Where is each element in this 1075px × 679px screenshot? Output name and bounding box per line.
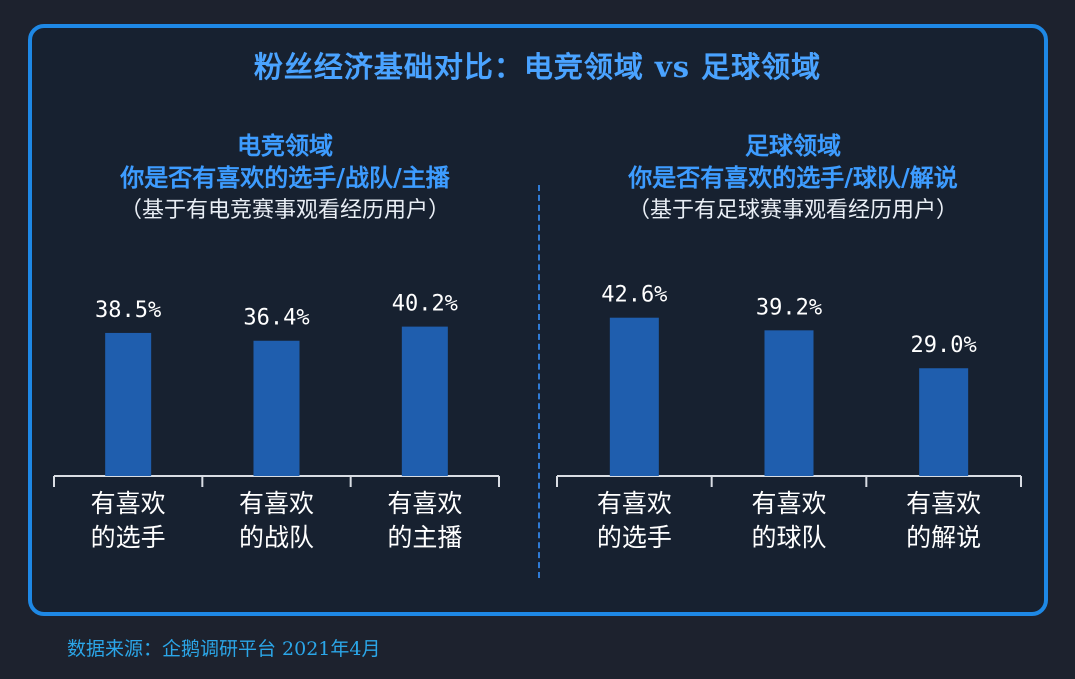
panel-divider — [538, 185, 540, 578]
left-chart-question: 你是否有喜欢的选手/战队/主播 — [120, 163, 450, 192]
esports-category-label-2: 有喜欢 — [239, 489, 314, 518]
esports-bar-2 — [253, 340, 300, 476]
football-category-label-3: 有喜欢 — [906, 489, 981, 518]
esports-bar-3 — [401, 326, 448, 476]
football-category-label-1: 的选手 — [597, 523, 672, 552]
football-category-label-1: 有喜欢 — [597, 489, 672, 518]
data-source: 数据来源：企鹅调研平台 2021年4月 — [67, 638, 381, 660]
right-chart-heading: 足球领域 你是否有喜欢的选手/球队/解说 （基于有足球赛事观看经历用户） — [553, 130, 1033, 228]
left-chart-note: （基于有电竞赛事观看经历用户） — [119, 198, 450, 223]
football-bar-1 — [609, 317, 659, 476]
esports-category-label-1: 有喜欢 — [91, 489, 166, 518]
football-value-label-1: 42.6% — [601, 283, 667, 308]
esports-category-label-2: 的战队 — [239, 523, 314, 552]
esports-category-label-1: 的选手 — [91, 523, 166, 552]
esports-value-label-2: 36.4% — [243, 306, 309, 331]
football-bar-3 — [919, 368, 969, 476]
football-category-label-2: 的球队 — [751, 523, 826, 552]
left-chart-heading: 电竞领域 你是否有喜欢的选手/战队/主播 （基于有电竞赛事观看经历用户） — [45, 130, 525, 228]
football-bar-2 — [764, 330, 814, 476]
football-value-label-3: 29.0% — [911, 333, 977, 358]
page-title: 粉丝经济基础对比：电竞领域 vs 足球领域 — [253, 50, 822, 84]
esports-bar-1 — [105, 332, 152, 476]
esports-category-label-3: 有喜欢 — [387, 489, 462, 518]
football-category-label-2: 有喜欢 — [751, 489, 826, 518]
left-chart-title: 电竞领域 — [237, 131, 333, 160]
right-chart-title: 足球领域 — [745, 131, 841, 160]
right-chart-note: （基于有足球赛事观看经历用户） — [627, 198, 958, 223]
esports-value-label-3: 40.2% — [392, 292, 458, 317]
esports-value-label-1: 38.5% — [95, 298, 161, 323]
football-category-label-3: 的解说 — [906, 523, 981, 552]
right-chart-question: 你是否有喜欢的选手/球队/解说 — [628, 163, 958, 192]
esports-category-label-3: 的主播 — [387, 523, 462, 552]
football-value-label-2: 39.2% — [756, 295, 822, 320]
